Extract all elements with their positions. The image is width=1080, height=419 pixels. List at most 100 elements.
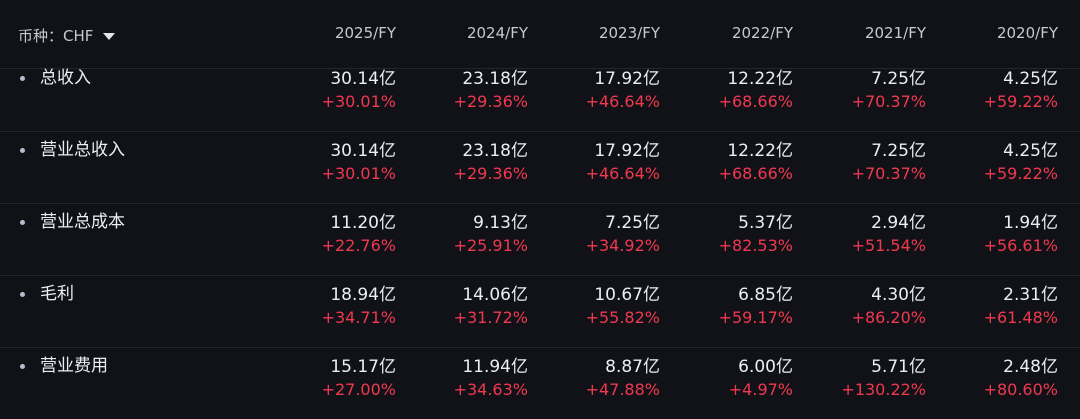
metric-label: 营业费用 [40, 356, 108, 376]
growth: +70.37% [851, 164, 926, 183]
growth: +55.82% [585, 308, 660, 327]
growth: +56.61% [983, 236, 1058, 255]
growth: +30.01% [321, 164, 396, 183]
value-cell: 4.25亿 +59.22% [918, 140, 1058, 185]
bullet-icon [20, 364, 25, 369]
growth: +51.54% [851, 236, 926, 255]
value: 23.18亿 [462, 69, 528, 89]
growth: +80.60% [983, 380, 1058, 399]
value: 7.25亿 [871, 141, 926, 161]
row-operating-revenue[interactable]: 营业总收入 30.14亿 +30.01% 23.18亿 +29.36% 17.92亿… [0, 131, 1080, 204]
value: 1.94亿 [1003, 213, 1058, 233]
value-cell: 4.25亿 +59.22% [918, 68, 1058, 113]
value-cell: 6.85亿 +59.17% [653, 284, 793, 329]
growth: +68.66% [718, 92, 793, 111]
metric-label: 总收入 [40, 68, 91, 88]
growth: +25.91% [453, 236, 528, 255]
value: 5.37亿 [738, 213, 793, 233]
growth: +130.22% [841, 380, 926, 399]
value-cell: 18.94亿 +34.71% [256, 284, 396, 329]
metric-label: 毛利 [40, 284, 74, 304]
value: 7.25亿 [871, 69, 926, 89]
growth: +59.22% [983, 92, 1058, 111]
value-cell: 1.94亿 +56.61% [918, 212, 1058, 257]
value: 2.31亿 [1003, 285, 1058, 305]
bullet-icon [20, 148, 25, 153]
column-header-2024: 2024/FY [466, 24, 528, 42]
column-header-2023: 2023/FY [598, 24, 660, 42]
metric-label: 营业总成本 [40, 212, 125, 232]
value: 11.20亿 [330, 213, 396, 233]
value: 23.18亿 [462, 141, 528, 161]
growth: +59.17% [718, 308, 793, 327]
column-header-2021: 2021/FY [864, 24, 926, 42]
value-cell: 7.25亿 +70.37% [786, 140, 926, 185]
value: 30.14亿 [330, 69, 396, 89]
growth: +47.88% [585, 380, 660, 399]
value-cell: 23.18亿 +29.36% [388, 68, 528, 113]
column-header-2025: 2025/FY [334, 24, 396, 42]
value-cell: 2.31亿 +61.48% [918, 284, 1058, 329]
row-operating-expenses[interactable]: 营业费用 15.17亿 +27.00% 11.94亿 +34.63% 8.87亿 +4… [0, 347, 1080, 419]
growth: +4.97% [728, 380, 793, 399]
value-cell: 7.25亿 +34.92% [520, 212, 660, 257]
value: 11.94亿 [462, 357, 528, 377]
value-cell: 9.13亿 +25.91% [388, 212, 528, 257]
growth: +59.22% [983, 164, 1058, 183]
value-cell: 30.14亿 +30.01% [256, 68, 396, 113]
value: 7.25亿 [605, 213, 660, 233]
growth: +46.64% [585, 164, 660, 183]
value-cell: 12.22亿 +68.66% [653, 140, 793, 185]
value: 17.92亿 [594, 69, 660, 89]
value-cell: 11.20亿 +22.76% [256, 212, 396, 257]
growth: +34.63% [453, 380, 528, 399]
bullet-icon [20, 292, 25, 297]
value: 10.67亿 [594, 285, 660, 305]
table-header: 币种：CHF 2025/FY 2024/FY 2023/FY 2022/FY 2… [0, 0, 1080, 69]
value-cell: 12.22亿 +68.66% [653, 68, 793, 113]
value-cell: 14.06亿 +31.72% [388, 284, 528, 329]
value-cell: 10.67亿 +55.82% [520, 284, 660, 329]
growth: +82.53% [718, 236, 793, 255]
currency-selector[interactable]: 币种：CHF [18, 24, 116, 46]
value: 8.87亿 [605, 357, 660, 377]
growth: +29.36% [453, 92, 528, 111]
value: 4.25亿 [1003, 141, 1058, 161]
growth: +31.72% [453, 308, 528, 327]
currency-label: 币种：CHF [18, 26, 94, 45]
value: 17.92亿 [594, 141, 660, 161]
value: 6.00亿 [738, 357, 793, 377]
growth: +22.76% [321, 236, 396, 255]
row-gross-profit[interactable]: 毛利 18.94亿 +34.71% 14.06亿 +31.72% 10.67亿 +55… [0, 275, 1080, 348]
value-cell: 8.87亿 +47.88% [520, 356, 660, 401]
value-cell: 17.92亿 +46.64% [520, 68, 660, 113]
growth: +29.36% [453, 164, 528, 183]
value-cell: 11.94亿 +34.63% [388, 356, 528, 401]
growth: +34.92% [585, 236, 660, 255]
row-operating-cost[interactable]: 营业总成本 11.20亿 +22.76% 9.13亿 +25.91% 7.25亿 +3… [0, 203, 1080, 276]
value-cell: 5.37亿 +82.53% [653, 212, 793, 257]
growth: +61.48% [983, 308, 1058, 327]
value-cell: 5.71亿 +130.22% [786, 356, 926, 401]
value-cell: 7.25亿 +70.37% [786, 68, 926, 113]
value: 18.94亿 [330, 285, 396, 305]
bullet-icon [20, 220, 25, 225]
bullet-icon [20, 76, 25, 81]
column-header-2022: 2022/FY [731, 24, 793, 42]
value: 14.06亿 [462, 285, 528, 305]
growth: +30.01% [321, 92, 396, 111]
row-total-revenue[interactable]: 总收入 30.14亿 +30.01% 23.18亿 +29.36% 17.92亿 +4… [0, 59, 1080, 132]
value: 2.48亿 [1003, 357, 1058, 377]
value-cell: 4.30亿 +86.20% [786, 284, 926, 329]
metric-label: 营业总收入 [40, 140, 125, 160]
growth: +46.64% [585, 92, 660, 111]
growth: +70.37% [851, 92, 926, 111]
value-cell: 6.00亿 +4.97% [653, 356, 793, 401]
value: 9.13亿 [473, 213, 528, 233]
column-header-2020: 2020/FY [996, 24, 1058, 42]
value: 5.71亿 [871, 357, 926, 377]
value-cell: 30.14亿 +30.01% [256, 140, 396, 185]
value: 15.17亿 [330, 357, 396, 377]
growth: +34.71% [321, 308, 396, 327]
